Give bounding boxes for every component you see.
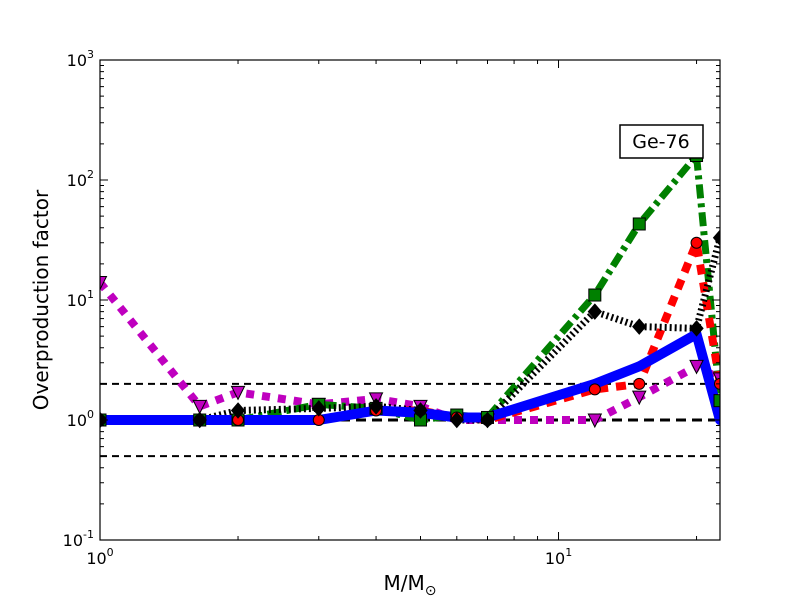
y-tick-label-4: 103 bbox=[67, 48, 94, 70]
data-point-black-diamonds-8 bbox=[587, 303, 602, 320]
data-point-black-diamonds-6 bbox=[449, 411, 464, 429]
data-point-black-diamonds-4 bbox=[368, 398, 384, 415]
data-point-black-diamonds-1 bbox=[192, 411, 207, 429]
y-axis-label: Overproduction factor bbox=[29, 189, 53, 410]
y-tick-label-2: 101 bbox=[67, 288, 94, 310]
plot-background bbox=[100, 60, 720, 540]
data-point-black-diamonds-2 bbox=[230, 402, 246, 419]
data-point-green-squares-11 bbox=[713, 394, 720, 408]
x-tick-label-0: 100 bbox=[86, 546, 113, 568]
data-point-magenta-triangles-0 bbox=[100, 275, 108, 291]
x-axis-label: M/M⊙ bbox=[384, 571, 437, 599]
y-tick-label-1: 100 bbox=[67, 408, 94, 430]
y-tick-label-3: 102 bbox=[67, 168, 94, 190]
y-tick-label-0: 10-1 bbox=[63, 528, 94, 550]
data-point-red-circles-10 bbox=[690, 236, 703, 249]
data-point-magenta-triangles-8 bbox=[587, 413, 603, 429]
data-point-black-diamonds-5 bbox=[413, 402, 428, 419]
data-point-magenta-triangles-2 bbox=[230, 385, 246, 401]
data-point-green-squares-9 bbox=[632, 217, 646, 231]
annotation-text: Ge-76 bbox=[632, 131, 689, 153]
x-axis-label-main: M/M bbox=[384, 571, 425, 595]
data-point-black-diamonds-3 bbox=[311, 400, 326, 417]
data-point-black-diamonds-11 bbox=[712, 229, 720, 247]
data-point-magenta-triangles-9 bbox=[631, 390, 647, 406]
data-point-green-squares-8 bbox=[588, 288, 602, 302]
x-tick-label-1: 101 bbox=[545, 546, 572, 568]
data-point-red-circles-9 bbox=[633, 377, 646, 390]
data-point-red-circles-8 bbox=[588, 383, 601, 396]
annotation-label: Ge-76 bbox=[619, 124, 704, 159]
data-point-magenta-triangles-10 bbox=[689, 359, 704, 375]
data-point-black-diamonds-7 bbox=[480, 411, 495, 429]
data-point-magenta-triangles-1 bbox=[192, 399, 208, 415]
x-axis-label-sub: ⊙ bbox=[425, 583, 437, 599]
data-point-black-diamonds-9 bbox=[632, 318, 647, 335]
data-point-black-diamonds-10 bbox=[689, 320, 704, 337]
annotation-box bbox=[619, 124, 704, 159]
